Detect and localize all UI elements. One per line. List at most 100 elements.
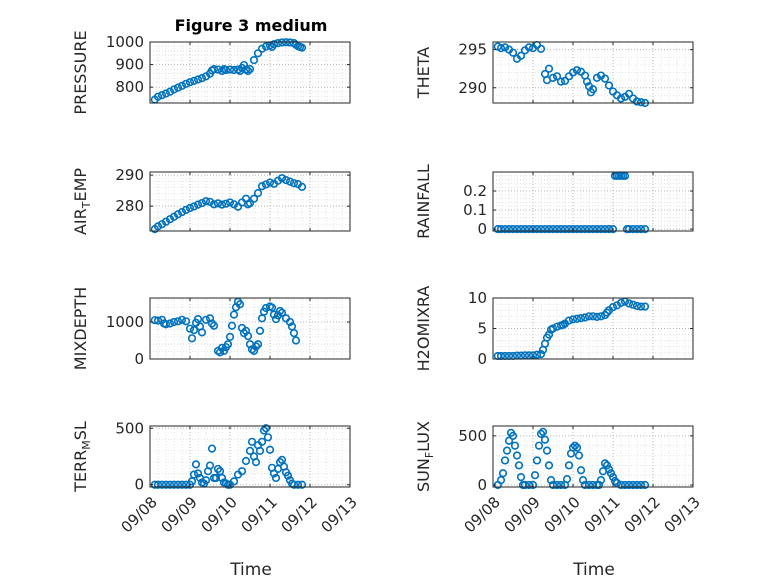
- data-point: [540, 225, 550, 234]
- y-axis-label: THETA: [414, 47, 433, 99]
- data-point: [596, 476, 606, 485]
- y-tick-label: 500: [115, 419, 144, 437]
- x-axis-label-right: Time: [572, 560, 615, 580]
- data-point: [229, 310, 239, 319]
- data-point: [578, 476, 588, 485]
- plot-area: [493, 426, 693, 487]
- data-point: [608, 473, 618, 482]
- data-point: [285, 317, 295, 327]
- data-point: [580, 225, 590, 234]
- data-point: [217, 473, 227, 483]
- y-tick-label: 0.2: [463, 182, 487, 200]
- data-point: [636, 225, 646, 234]
- data-point: [289, 329, 299, 338]
- data-point: [157, 480, 167, 489]
- data-point: [289, 480, 299, 489]
- data-point: [235, 300, 245, 309]
- data-point: [233, 202, 243, 211]
- data-point: [277, 174, 287, 183]
- data-point: [592, 73, 602, 82]
- data-point: [161, 89, 171, 98]
- data-point: [572, 314, 582, 323]
- axes-box: [149, 171, 351, 232]
- data-point: [594, 480, 604, 490]
- data-point: [588, 225, 598, 234]
- data-point: [562, 475, 572, 484]
- data-point: [616, 94, 626, 103]
- y-axis-label: PRESSURE: [71, 30, 90, 114]
- data-point: [604, 225, 614, 234]
- data-point: [516, 225, 526, 234]
- data-point: [536, 429, 546, 438]
- data-point: [271, 473, 281, 483]
- y-axis-label: SUNFLUX: [414, 421, 436, 492]
- data-point: [544, 225, 554, 234]
- data-point: [189, 470, 199, 479]
- data-point: [608, 303, 618, 312]
- subplot-mixdepth: 0 1000 MIXDEPTH: [71, 287, 351, 370]
- y-axis-label: MIXDEPTH: [71, 287, 90, 370]
- data-point: [632, 97, 642, 106]
- data-point: [193, 200, 203, 209]
- data-point: [628, 480, 638, 490]
- data-point: [576, 466, 586, 475]
- data-point: [253, 189, 263, 198]
- data-point: [267, 303, 277, 312]
- data-point: [289, 179, 299, 188]
- data-point: [528, 480, 538, 490]
- data-point: [570, 441, 580, 450]
- data-point: [502, 446, 512, 455]
- data-point: [177, 207, 187, 217]
- data-point: [281, 175, 291, 185]
- data-point: [612, 478, 622, 488]
- axes-box: [149, 41, 351, 104]
- data-point: [197, 328, 207, 337]
- data-point: [532, 456, 542, 465]
- data-point: [552, 225, 562, 234]
- data-point: [297, 43, 307, 52]
- data-point: [259, 426, 269, 435]
- data-point: [496, 225, 506, 234]
- data-point: [498, 469, 508, 478]
- data-point: [165, 319, 175, 328]
- data-point: [496, 43, 506, 53]
- data-point: [207, 444, 217, 453]
- data-point: [221, 199, 231, 208]
- figure-title: Figure 3 medium: [175, 16, 328, 35]
- data-point: [524, 43, 534, 52]
- data-point: [217, 200, 227, 209]
- data-point: [265, 445, 275, 454]
- y-tick-label: 0: [134, 476, 144, 494]
- data-point: [265, 178, 275, 187]
- data-point: [580, 480, 590, 490]
- y-tick-label: 1000: [106, 313, 144, 331]
- data-point: [568, 68, 578, 77]
- data-point: [596, 312, 606, 321]
- data-point: [207, 319, 217, 328]
- data-point: [173, 480, 183, 489]
- data-point: [189, 76, 199, 85]
- data-point: [546, 476, 556, 485]
- data-point: [600, 459, 610, 468]
- y-tick-label: 290: [115, 166, 144, 184]
- y-axis-label: RAINFALL: [414, 164, 433, 239]
- y-tick-label: 500: [458, 427, 487, 445]
- data-point: [628, 225, 638, 234]
- data-point: [520, 225, 530, 234]
- data-point: [241, 456, 251, 466]
- data-point: [297, 480, 307, 489]
- data-point: [209, 321, 219, 330]
- y-tick-label: 0: [477, 220, 487, 238]
- data-point: [191, 460, 201, 469]
- y-tick-label: 800: [115, 78, 144, 96]
- data-point: [532, 225, 542, 234]
- data-point: [610, 477, 620, 486]
- data-point: [229, 477, 239, 486]
- data-point: [253, 49, 263, 58]
- data-point: [504, 436, 514, 445]
- data-point: [572, 443, 582, 452]
- data-point: [636, 98, 646, 107]
- data-point: [225, 198, 235, 207]
